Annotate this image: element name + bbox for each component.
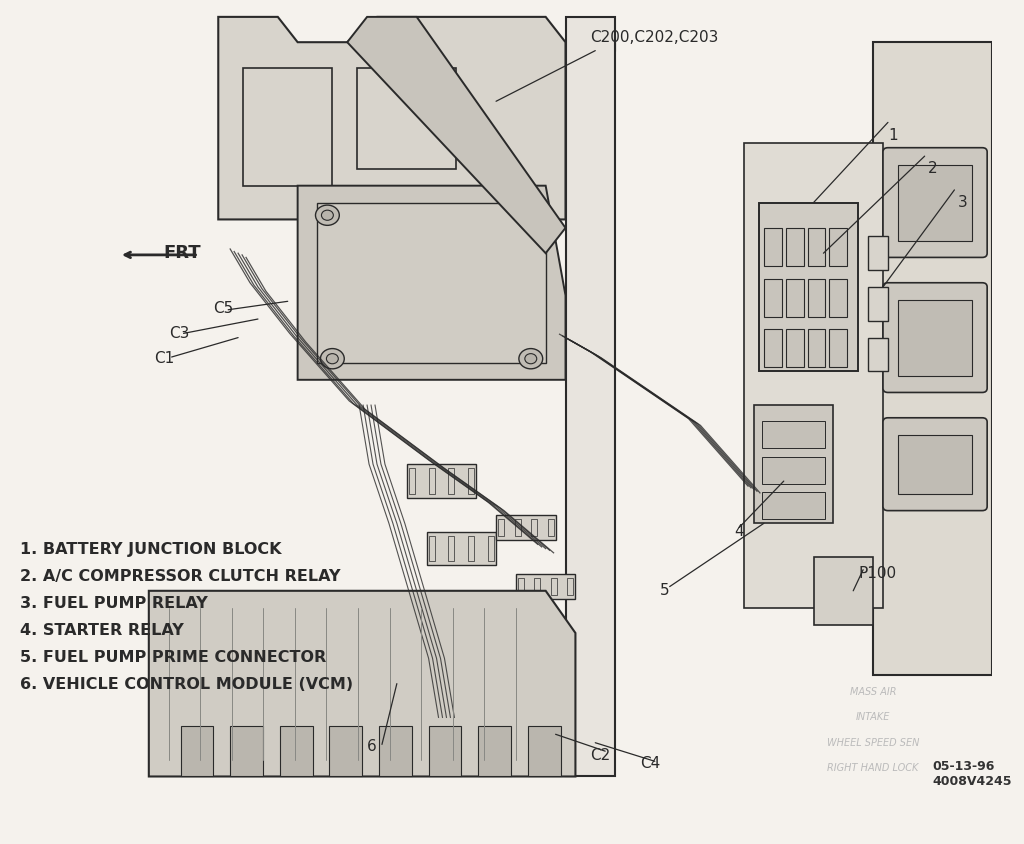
Bar xyxy=(567,578,573,595)
Bar xyxy=(468,536,474,561)
FancyBboxPatch shape xyxy=(883,283,987,392)
Polygon shape xyxy=(298,186,565,380)
Text: C1: C1 xyxy=(154,351,174,366)
Bar xyxy=(762,492,825,519)
Text: RIGHT HAND LOCK: RIGHT HAND LOCK xyxy=(827,763,919,773)
Text: C200,C202,C203: C200,C202,C203 xyxy=(590,30,719,46)
Text: P100: P100 xyxy=(858,566,896,582)
Circle shape xyxy=(327,354,338,364)
Text: 4. STARTER RELAY: 4. STARTER RELAY xyxy=(19,623,183,638)
Bar xyxy=(764,329,781,367)
Bar xyxy=(488,536,494,561)
Circle shape xyxy=(525,354,537,364)
Text: 3: 3 xyxy=(957,195,967,210)
Bar xyxy=(468,468,474,494)
Bar xyxy=(409,468,415,494)
Text: 2: 2 xyxy=(928,161,937,176)
Text: C2: C2 xyxy=(590,748,610,763)
Bar xyxy=(808,329,825,367)
Bar xyxy=(551,578,557,595)
Text: 5. FUEL PUMP PRIME CONNECTOR: 5. FUEL PUMP PRIME CONNECTOR xyxy=(19,650,326,665)
Text: C5: C5 xyxy=(213,300,233,316)
Bar xyxy=(407,464,476,498)
Text: 05-13-96
4008V4245: 05-13-96 4008V4245 xyxy=(933,760,1012,787)
Bar xyxy=(230,726,263,776)
Circle shape xyxy=(321,349,344,369)
FancyBboxPatch shape xyxy=(883,148,987,257)
Polygon shape xyxy=(218,17,565,219)
Bar xyxy=(898,165,972,241)
Bar xyxy=(764,279,781,316)
Bar xyxy=(785,279,804,316)
Text: INTAKE: INTAKE xyxy=(856,712,890,722)
Polygon shape xyxy=(148,591,575,776)
Bar xyxy=(868,287,888,321)
Bar xyxy=(429,726,462,776)
Bar xyxy=(427,532,496,565)
Bar xyxy=(516,574,575,599)
Bar xyxy=(762,457,825,484)
Bar xyxy=(785,329,804,367)
Bar xyxy=(829,228,847,266)
Bar xyxy=(280,726,312,776)
Bar xyxy=(498,519,504,536)
Text: 1: 1 xyxy=(888,127,898,143)
Bar xyxy=(759,203,858,371)
Text: C3: C3 xyxy=(169,326,189,341)
Text: 6. VEHICLE CONTROL MODULE (VCM): 6. VEHICLE CONTROL MODULE (VCM) xyxy=(19,677,353,692)
Bar xyxy=(449,536,455,561)
Bar xyxy=(496,515,556,540)
Bar xyxy=(764,228,781,266)
Bar xyxy=(829,329,847,367)
Bar xyxy=(868,338,888,371)
Bar xyxy=(180,726,213,776)
Text: 2. A/C COMPRESSOR CLUTCH RELAY: 2. A/C COMPRESSOR CLUTCH RELAY xyxy=(19,569,340,584)
Bar xyxy=(449,468,455,494)
Bar xyxy=(243,68,333,186)
Bar xyxy=(535,578,541,595)
Bar xyxy=(478,726,511,776)
Bar xyxy=(527,726,560,776)
Bar xyxy=(429,536,434,561)
Bar xyxy=(515,519,520,536)
Bar xyxy=(548,519,554,536)
FancyBboxPatch shape xyxy=(883,418,987,511)
Text: C4: C4 xyxy=(640,756,660,771)
Text: WHEEL SPEED SEN: WHEEL SPEED SEN xyxy=(826,738,920,748)
Text: 5: 5 xyxy=(659,583,670,598)
Bar xyxy=(429,468,434,494)
Text: 1. BATTERY JUNCTION BLOCK: 1. BATTERY JUNCTION BLOCK xyxy=(19,542,282,557)
Text: FRT: FRT xyxy=(164,244,202,262)
Bar xyxy=(813,557,873,625)
Polygon shape xyxy=(347,17,565,253)
Text: 4: 4 xyxy=(734,524,743,539)
Bar xyxy=(873,42,992,675)
Text: 3. FUEL PUMP RELAY: 3. FUEL PUMP RELAY xyxy=(19,596,208,611)
Bar xyxy=(357,68,457,169)
Bar xyxy=(531,519,537,536)
Circle shape xyxy=(529,210,542,220)
Bar xyxy=(898,300,972,376)
Bar xyxy=(898,435,972,494)
Bar xyxy=(762,421,825,448)
Text: MASS AIR: MASS AIR xyxy=(850,687,896,697)
Text: 6: 6 xyxy=(367,739,377,755)
Bar xyxy=(829,279,847,316)
Bar xyxy=(808,279,825,316)
Bar xyxy=(379,726,412,776)
Bar xyxy=(330,726,362,776)
Polygon shape xyxy=(565,17,615,776)
Bar xyxy=(518,578,524,595)
Bar xyxy=(808,228,825,266)
Bar xyxy=(868,236,888,270)
Circle shape xyxy=(322,210,334,220)
Circle shape xyxy=(524,205,548,225)
Polygon shape xyxy=(317,203,546,363)
Bar xyxy=(785,228,804,266)
Bar xyxy=(754,405,834,523)
Circle shape xyxy=(315,205,339,225)
Bar xyxy=(744,143,883,608)
Circle shape xyxy=(519,349,543,369)
